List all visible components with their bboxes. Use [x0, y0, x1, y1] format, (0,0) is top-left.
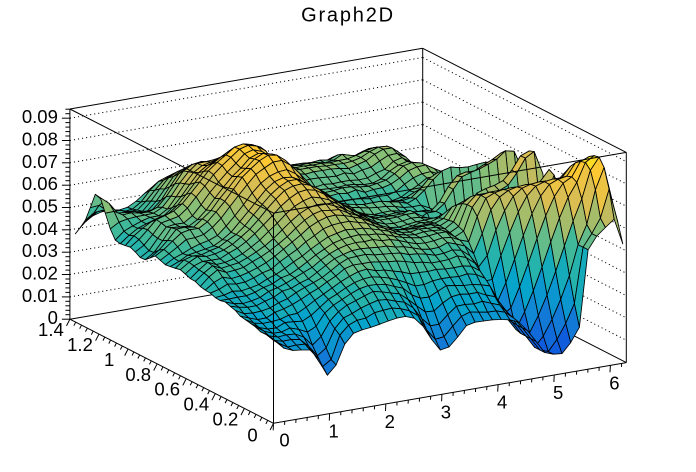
svg-text:0.8: 0.8	[125, 364, 151, 385]
svg-text:0.08: 0.08	[22, 129, 58, 150]
svg-text:0.2: 0.2	[213, 408, 239, 429]
svg-text:6: 6	[609, 372, 619, 393]
svg-text:0.06: 0.06	[22, 173, 58, 194]
svg-text:0: 0	[48, 307, 58, 328]
svg-text:0.04: 0.04	[22, 218, 58, 239]
svg-text:0.03: 0.03	[22, 240, 58, 261]
svg-text:0: 0	[279, 429, 289, 450]
svg-text:4: 4	[497, 392, 507, 413]
svg-text:0.05: 0.05	[22, 196, 58, 217]
svg-text:0.07: 0.07	[22, 151, 58, 172]
svg-text:1: 1	[104, 349, 114, 370]
svg-text:2: 2	[385, 411, 395, 432]
svg-text:3: 3	[441, 401, 451, 422]
svg-text:1.4: 1.4	[38, 319, 64, 340]
svg-text:0.01: 0.01	[22, 285, 58, 306]
svg-text:0: 0	[247, 424, 257, 445]
svg-text:0.09: 0.09	[22, 106, 58, 127]
svg-text:0.6: 0.6	[154, 379, 180, 400]
svg-text:Graph2D: Graph2D	[301, 5, 395, 27]
svg-text:0.02: 0.02	[22, 263, 58, 284]
svg-text:1.2: 1.2	[67, 334, 93, 355]
svg-text:0.4: 0.4	[183, 394, 209, 415]
svg-text:5: 5	[553, 382, 563, 403]
svg-text:1: 1	[328, 421, 338, 442]
